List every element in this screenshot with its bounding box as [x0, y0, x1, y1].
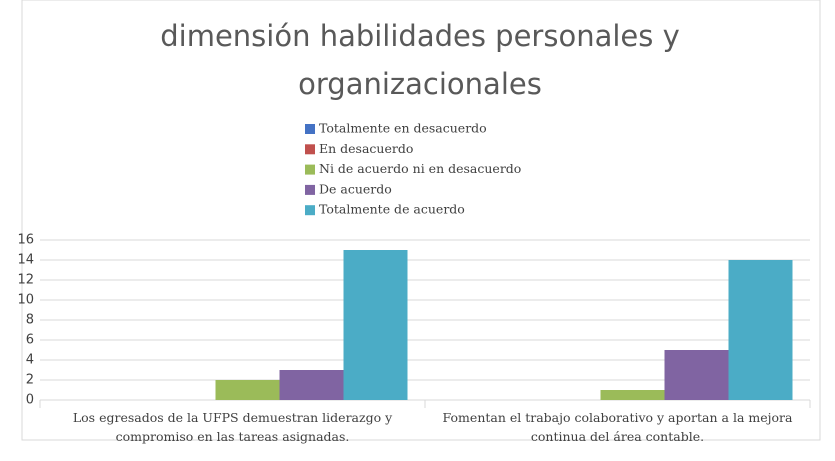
legend-swatch: [305, 205, 315, 216]
y-tick-label: 2: [26, 373, 34, 388]
y-tick-label: 12: [17, 273, 34, 288]
legend-swatch: [305, 164, 315, 175]
x-tick-label: Los egresados de la UFPS demuestran lide…: [72, 410, 393, 444]
y-tick-label: 6: [26, 333, 34, 348]
legend-swatch: [305, 124, 315, 134]
legend-label: En desacuerdo: [319, 141, 413, 156]
y-tick-label: 10: [17, 293, 34, 308]
legend-label: Totalmente de acuerdo: [319, 202, 465, 217]
bar: [279, 370, 344, 400]
y-tick-label: 14: [17, 253, 34, 268]
chart-title: dimensión habilidades personales y organ…: [160, 19, 680, 101]
legend-swatch: [305, 144, 315, 155]
bar: [600, 390, 665, 400]
bar: [215, 380, 280, 400]
y-tick-label: 16: [17, 233, 34, 248]
y-tick-label: 4: [26, 353, 34, 368]
legend-label: Totalmente en desacuerdo: [319, 121, 487, 136]
y-tick-label: 8: [26, 313, 34, 328]
x-tick-label: Fomentan el trabajo colaborativo y aport…: [442, 410, 793, 444]
y-tick-label: 0: [26, 393, 34, 408]
bar: [343, 250, 408, 400]
legend-label: Ni de acuerdo ni en desacuerdo: [319, 161, 521, 176]
bar: [728, 260, 793, 400]
bar: [664, 350, 729, 400]
legend-swatch: [305, 184, 315, 195]
legend-label: De acuerdo: [319, 181, 392, 196]
